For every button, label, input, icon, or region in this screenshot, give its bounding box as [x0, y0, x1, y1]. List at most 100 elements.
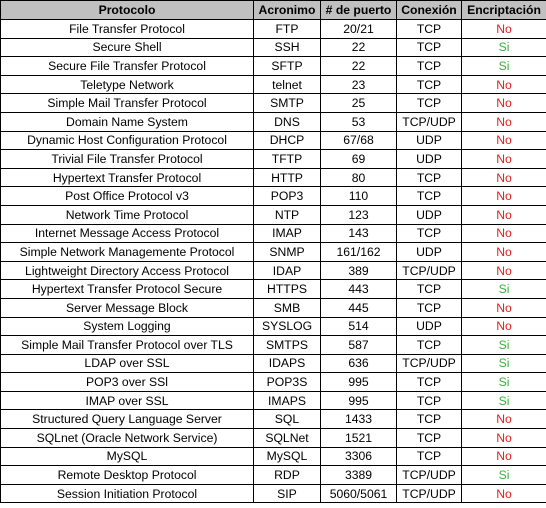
cell-conexion: TCP: [396, 335, 462, 355]
cell-encriptacion: Si: [461, 353, 546, 374]
cell-acronimo: SMB: [253, 297, 321, 318]
cell-puerto: 3306: [320, 446, 397, 467]
table-row: MySQL MySQL 3306 TCP No: [0, 446, 546, 467]
cell-puerto: 69: [320, 149, 397, 169]
cell-encriptacion: No: [461, 74, 546, 95]
cell-acronimo: SFTP: [253, 56, 321, 76]
cell-acronimo: SSH: [253, 37, 321, 58]
cell-protocolo: Hypertext Transfer Protocol Secure: [0, 279, 254, 299]
cell-protocolo: Simple Mail Transfer Protocol over TLS: [0, 335, 254, 355]
table-row: Internet Message Access Protocol IMAP 143 T…: [0, 223, 546, 244]
table-row: System Logging SYSLOG 514 UDP No: [0, 316, 546, 337]
cell-conexion: UDP: [396, 130, 462, 151]
table-row: Simple Network Managemente Protocol SNMP 1…: [0, 242, 546, 262]
table-row: Lightweight Directory Access Protocol IDA…: [0, 260, 546, 281]
cell-acronimo: IDAP: [253, 260, 321, 281]
cell-conexion: TCP: [396, 56, 462, 76]
cell-puerto: 80: [320, 167, 397, 188]
cell-conexion: TCP: [396, 19, 462, 39]
cell-puerto: 587: [320, 335, 397, 355]
cell-encriptacion: Si: [461, 56, 546, 76]
cell-encriptacion: Si: [461, 465, 546, 485]
cell-acronimo: POP3S: [253, 372, 321, 392]
cell-protocolo: File Transfer Protocol: [0, 19, 254, 39]
cell-encriptacion: No: [461, 483, 546, 504]
cell-encriptacion: No: [461, 93, 546, 113]
table-row: SQLnet (Oracle Network Service) SQLNet 152…: [0, 428, 546, 448]
cell-encriptacion: No: [461, 149, 546, 169]
cell-acronimo: telnet: [253, 74, 321, 95]
cell-acronimo: HTTPS: [253, 279, 321, 299]
cell-conexion: TCP: [396, 372, 462, 392]
cell-acronimo: DNS: [253, 111, 321, 132]
cell-encriptacion: No: [461, 297, 546, 318]
cell-conexion: TCP/UDP: [396, 465, 462, 485]
cell-puerto: 995: [320, 390, 397, 411]
table-row: Secure File Transfer Protocol SFTP 22 TCP Si: [0, 56, 546, 76]
header-puerto: # de puerto: [320, 0, 397, 20]
cell-puerto: 636: [320, 353, 397, 374]
header-acronimo: Acronimo: [253, 0, 321, 20]
cell-puerto: 20/21: [320, 19, 397, 39]
cell-puerto: 23: [320, 74, 397, 95]
cell-encriptacion: No: [461, 260, 546, 281]
cell-conexion: TCP: [396, 167, 462, 188]
cell-protocolo: Secure Shell: [0, 37, 254, 58]
cell-protocolo: MySQL: [0, 446, 254, 467]
cell-acronimo: SQLNet: [253, 428, 321, 448]
cell-protocolo: SQLnet (Oracle Network Service): [0, 428, 254, 448]
cell-protocolo: Trivial File Transfer Protocol: [0, 149, 254, 169]
cell-protocolo: Network Time Protocol: [0, 204, 254, 225]
table-body: File Transfer Protocol FTP 20/21 TCP No Secur…: [0, 19, 546, 504]
cell-conexion: TCP: [396, 74, 462, 95]
cell-acronimo: SMTPS: [253, 335, 321, 355]
cell-encriptacion: No: [461, 316, 546, 337]
cell-conexion: TCP: [396, 93, 462, 113]
cell-puerto: 143: [320, 223, 397, 244]
table-row: IMAP over SSL IMAPS 995 TCP Si: [0, 390, 546, 411]
cell-puerto: 25: [320, 93, 397, 113]
cell-encriptacion: No: [461, 428, 546, 448]
header-protocolo: Protocolo: [0, 0, 254, 20]
table-row: Dynamic Host Configuration Protocol DHCP 6…: [0, 130, 546, 151]
cell-encriptacion: No: [461, 223, 546, 244]
table-row: POP3 over SSl POP3S 995 TCP Si: [0, 372, 546, 392]
table-row: Network Time Protocol NTP 123 UDP No: [0, 204, 546, 225]
cell-puerto: 3389: [320, 465, 397, 485]
cell-puerto: 123: [320, 204, 397, 225]
cell-encriptacion: No: [461, 19, 546, 39]
cell-puerto: 110: [320, 186, 397, 206]
cell-protocolo: Server Message Block: [0, 297, 254, 318]
cell-encriptacion: No: [461, 204, 546, 225]
cell-protocolo: Lightweight Directory Access Protocol: [0, 260, 254, 281]
cell-protocolo: Teletype Network: [0, 74, 254, 95]
cell-conexion: TCP: [396, 409, 462, 430]
cell-protocolo: Remote Desktop Protocol: [0, 465, 254, 485]
cell-protocolo: Hypertext Transfer Protocol: [0, 167, 254, 188]
cell-acronimo: NTP: [253, 204, 321, 225]
table-row: Server Message Block SMB 445 TCP No: [0, 297, 546, 318]
cell-puerto: 161/162: [320, 242, 397, 262]
cell-puerto: 443: [320, 279, 397, 299]
cell-acronimo: IMAPS: [253, 390, 321, 411]
cell-conexion: UDP: [396, 204, 462, 225]
table-row: Post Office Protocol v3 POP3 110 TCP No: [0, 186, 546, 206]
cell-encriptacion: No: [461, 167, 546, 188]
cell-conexion: TCP: [396, 390, 462, 411]
cell-protocolo: Simple Mail Transfer Protocol: [0, 93, 254, 113]
cell-conexion: TCP/UDP: [396, 353, 462, 374]
cell-conexion: UDP: [396, 149, 462, 169]
cell-encriptacion: Si: [461, 372, 546, 392]
cell-puerto: 445: [320, 297, 397, 318]
cell-conexion: UDP: [396, 242, 462, 262]
cell-acronimo: DHCP: [253, 130, 321, 151]
table-row: Simple Mail Transfer Protocol SMTP 25 TCP No: [0, 93, 546, 113]
cell-puerto: 67/68: [320, 130, 397, 151]
cell-puerto: 389: [320, 260, 397, 281]
table-row: Remote Desktop Protocol RDP 3389 TCP/UDP Si: [0, 465, 546, 485]
cell-puerto: 53: [320, 111, 397, 132]
cell-acronimo: SNMP: [253, 242, 321, 262]
cell-protocolo: System Logging: [0, 316, 254, 337]
cell-encriptacion: No: [461, 111, 546, 132]
cell-acronimo: SMTP: [253, 93, 321, 113]
